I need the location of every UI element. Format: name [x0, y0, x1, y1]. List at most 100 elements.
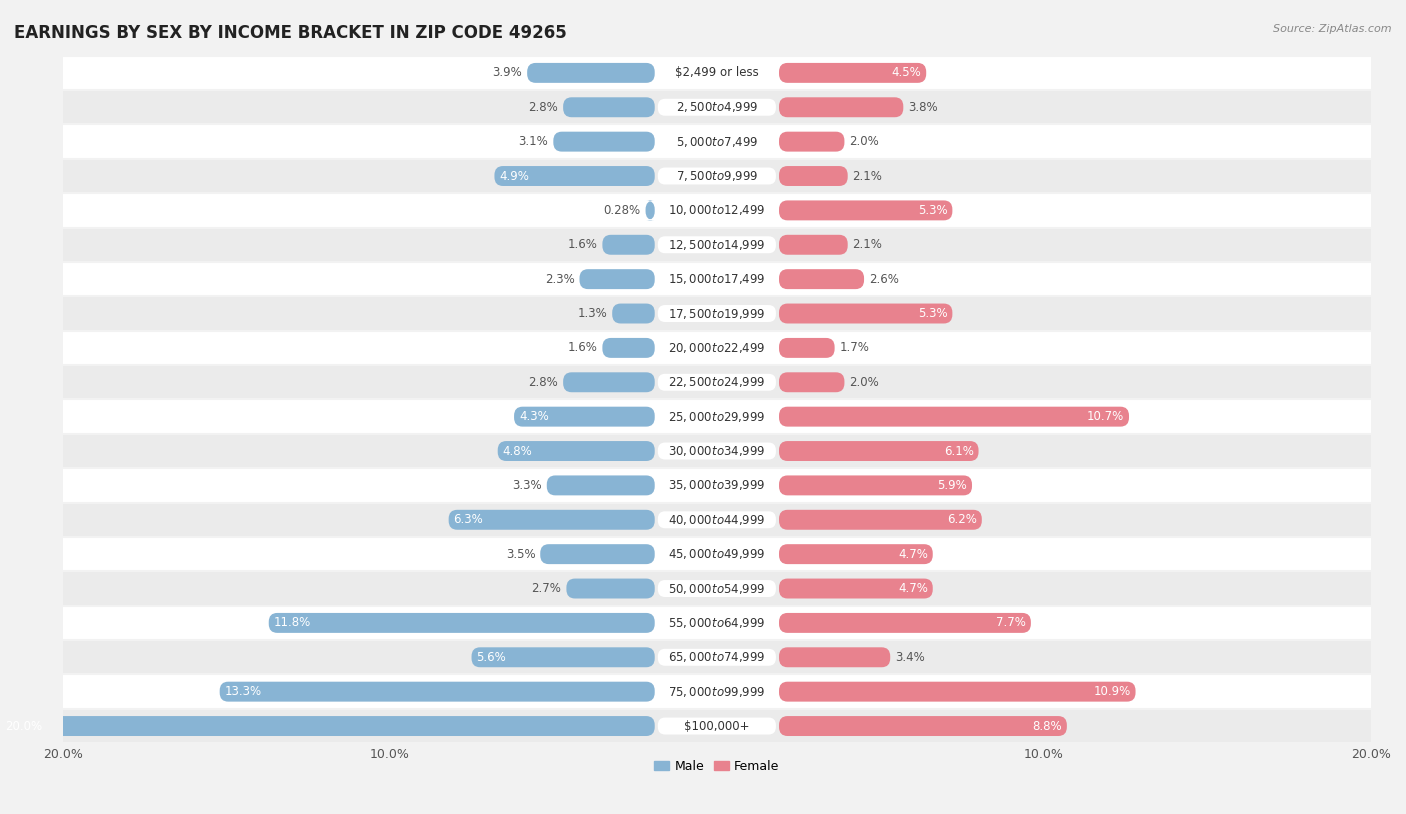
- Text: 20.0%: 20.0%: [6, 720, 42, 733]
- Bar: [63, 709, 1371, 743]
- Text: $20,000 to $22,499: $20,000 to $22,499: [668, 341, 766, 355]
- Text: 5.6%: 5.6%: [477, 650, 506, 663]
- FancyBboxPatch shape: [779, 579, 932, 598]
- FancyBboxPatch shape: [779, 510, 981, 530]
- Text: EARNINGS BY SEX BY INCOME BRACKET IN ZIP CODE 49265: EARNINGS BY SEX BY INCOME BRACKET IN ZIP…: [14, 24, 567, 42]
- Bar: [63, 468, 1371, 502]
- Text: $45,000 to $49,999: $45,000 to $49,999: [668, 547, 766, 561]
- FancyBboxPatch shape: [658, 615, 776, 632]
- FancyBboxPatch shape: [779, 681, 1136, 702]
- FancyBboxPatch shape: [779, 304, 952, 323]
- Text: 2.1%: 2.1%: [852, 239, 883, 252]
- FancyBboxPatch shape: [779, 98, 903, 117]
- FancyBboxPatch shape: [471, 647, 655, 667]
- Text: Source: ZipAtlas.com: Source: ZipAtlas.com: [1274, 24, 1392, 34]
- Bar: [63, 400, 1371, 434]
- FancyBboxPatch shape: [567, 579, 655, 598]
- Text: $7,500 to $9,999: $7,500 to $9,999: [676, 169, 758, 183]
- Bar: [63, 228, 1371, 262]
- FancyBboxPatch shape: [658, 477, 776, 494]
- Text: 3.1%: 3.1%: [519, 135, 548, 148]
- Text: 2.1%: 2.1%: [852, 169, 883, 182]
- FancyBboxPatch shape: [658, 236, 776, 253]
- FancyBboxPatch shape: [602, 234, 655, 255]
- Text: $25,000 to $29,999: $25,000 to $29,999: [668, 409, 765, 423]
- Text: $2,500 to $4,999: $2,500 to $4,999: [676, 100, 758, 114]
- FancyBboxPatch shape: [779, 647, 890, 667]
- FancyBboxPatch shape: [779, 372, 845, 392]
- Text: $65,000 to $74,999: $65,000 to $74,999: [668, 650, 766, 664]
- FancyBboxPatch shape: [495, 166, 655, 186]
- FancyBboxPatch shape: [658, 64, 776, 81]
- Text: 4.5%: 4.5%: [891, 67, 921, 80]
- Text: 4.7%: 4.7%: [898, 582, 928, 595]
- Text: 5.9%: 5.9%: [938, 479, 967, 492]
- FancyBboxPatch shape: [498, 441, 655, 461]
- Text: $15,000 to $17,499: $15,000 to $17,499: [668, 272, 766, 287]
- Text: $5,000 to $7,499: $5,000 to $7,499: [676, 134, 758, 149]
- FancyBboxPatch shape: [658, 408, 776, 425]
- Text: 1.3%: 1.3%: [578, 307, 607, 320]
- FancyBboxPatch shape: [779, 338, 835, 358]
- FancyBboxPatch shape: [658, 443, 776, 459]
- Text: 2.6%: 2.6%: [869, 273, 898, 286]
- Text: 6.1%: 6.1%: [943, 444, 973, 457]
- Text: 4.8%: 4.8%: [502, 444, 533, 457]
- Text: 5.3%: 5.3%: [918, 307, 948, 320]
- FancyBboxPatch shape: [779, 166, 848, 186]
- FancyBboxPatch shape: [564, 98, 655, 117]
- Text: 2.3%: 2.3%: [546, 273, 575, 286]
- Legend: Male, Female: Male, Female: [650, 755, 785, 778]
- FancyBboxPatch shape: [779, 475, 972, 496]
- Bar: [63, 502, 1371, 537]
- FancyBboxPatch shape: [779, 441, 979, 461]
- Bar: [63, 296, 1371, 330]
- Text: $50,000 to $54,999: $50,000 to $54,999: [668, 581, 766, 596]
- FancyBboxPatch shape: [658, 374, 776, 391]
- FancyBboxPatch shape: [602, 338, 655, 358]
- Text: 3.9%: 3.9%: [492, 67, 522, 80]
- FancyBboxPatch shape: [564, 372, 655, 392]
- Text: $35,000 to $39,999: $35,000 to $39,999: [668, 479, 766, 492]
- Text: 6.3%: 6.3%: [454, 514, 484, 527]
- FancyBboxPatch shape: [779, 63, 927, 83]
- Text: $2,499 or less: $2,499 or less: [675, 67, 759, 80]
- FancyBboxPatch shape: [219, 681, 655, 702]
- FancyBboxPatch shape: [449, 510, 655, 530]
- Bar: [63, 537, 1371, 571]
- Bar: [63, 330, 1371, 365]
- Text: 5.3%: 5.3%: [918, 204, 948, 217]
- Text: $75,000 to $99,999: $75,000 to $99,999: [668, 685, 766, 698]
- Text: 2.8%: 2.8%: [529, 376, 558, 389]
- FancyBboxPatch shape: [658, 202, 776, 219]
- Bar: [63, 434, 1371, 468]
- Bar: [63, 675, 1371, 709]
- FancyBboxPatch shape: [658, 580, 776, 597]
- Text: $100,000+: $100,000+: [685, 720, 749, 733]
- FancyBboxPatch shape: [527, 63, 655, 83]
- FancyBboxPatch shape: [579, 269, 655, 289]
- FancyBboxPatch shape: [554, 132, 655, 151]
- Bar: [63, 606, 1371, 640]
- Text: 6.2%: 6.2%: [948, 514, 977, 527]
- Text: 3.8%: 3.8%: [908, 101, 938, 114]
- Text: 3.3%: 3.3%: [512, 479, 541, 492]
- Bar: [63, 159, 1371, 193]
- Text: 10.9%: 10.9%: [1094, 685, 1130, 698]
- FancyBboxPatch shape: [269, 613, 655, 632]
- Text: 4.7%: 4.7%: [898, 548, 928, 561]
- Text: 3.4%: 3.4%: [896, 650, 925, 663]
- Text: 2.7%: 2.7%: [531, 582, 561, 595]
- Text: 1.7%: 1.7%: [839, 341, 869, 354]
- Text: $40,000 to $44,999: $40,000 to $44,999: [668, 513, 766, 527]
- Text: 10.7%: 10.7%: [1087, 410, 1125, 423]
- FancyBboxPatch shape: [547, 475, 655, 496]
- Bar: [63, 90, 1371, 125]
- Text: 1.6%: 1.6%: [568, 239, 598, 252]
- Text: $55,000 to $64,999: $55,000 to $64,999: [668, 616, 766, 630]
- Text: 2.0%: 2.0%: [849, 135, 879, 148]
- Text: 13.3%: 13.3%: [225, 685, 262, 698]
- Text: 1.6%: 1.6%: [568, 341, 598, 354]
- FancyBboxPatch shape: [658, 339, 776, 357]
- Text: 7.7%: 7.7%: [995, 616, 1026, 629]
